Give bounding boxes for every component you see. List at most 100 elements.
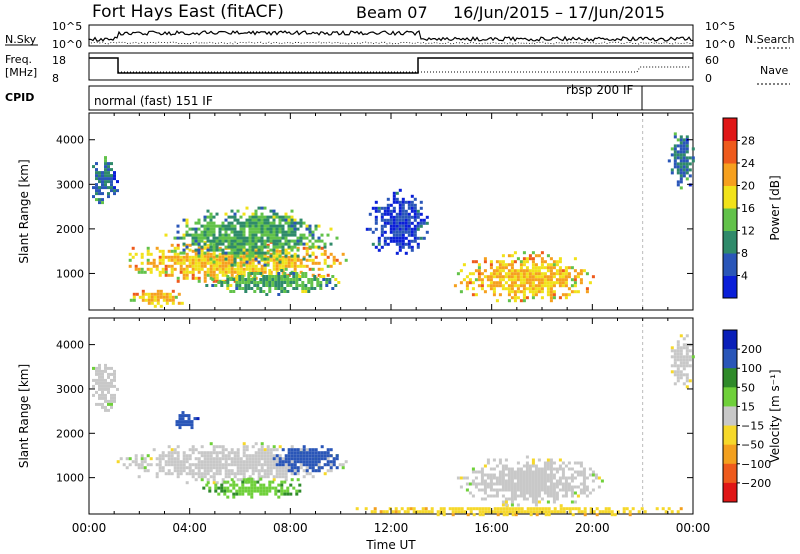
power-cell bbox=[471, 293, 475, 297]
power-cell bbox=[383, 224, 387, 228]
velocity-cell bbox=[167, 472, 171, 476]
power-cell bbox=[310, 284, 314, 287]
velocity-cell bbox=[170, 454, 174, 458]
power-cell bbox=[513, 290, 517, 294]
power-cell bbox=[682, 159, 686, 163]
velocity-cell bbox=[302, 451, 306, 455]
power-cell bbox=[573, 269, 577, 273]
power-cell bbox=[272, 267, 276, 271]
power-cell bbox=[263, 221, 267, 225]
velocity-cell bbox=[101, 381, 104, 385]
power-cell bbox=[334, 278, 338, 281]
power-cell bbox=[272, 236, 276, 240]
velocity-cell bbox=[98, 393, 101, 397]
power-cell bbox=[268, 290, 272, 293]
velocity-cell bbox=[236, 469, 240, 473]
power-cell bbox=[670, 168, 674, 172]
power-cell bbox=[164, 255, 168, 259]
power-cell bbox=[107, 192, 110, 196]
velocity-cell bbox=[323, 454, 327, 458]
power-cell bbox=[540, 275, 544, 279]
velocity-cell bbox=[597, 476, 601, 480]
velocity-cell bbox=[471, 479, 475, 483]
power-cell bbox=[284, 215, 288, 219]
velocity-cell bbox=[104, 378, 107, 382]
power-cell bbox=[248, 236, 252, 240]
velocity-cell bbox=[173, 460, 177, 464]
velocity-cell bbox=[176, 451, 180, 455]
velocity-cell bbox=[104, 396, 107, 400]
velocity-cell bbox=[682, 361, 686, 365]
velocity-cell bbox=[582, 488, 586, 492]
velocity-cell bbox=[561, 488, 565, 492]
velocity-cell bbox=[176, 469, 180, 473]
power-cell bbox=[688, 162, 692, 166]
velocity-cell bbox=[583, 513, 587, 517]
power-cell bbox=[531, 287, 535, 291]
velocity-cell bbox=[543, 464, 547, 468]
power-cell bbox=[209, 257, 213, 261]
power-cell bbox=[329, 242, 333, 246]
power-cell bbox=[310, 278, 314, 281]
power-cell bbox=[425, 221, 429, 225]
power-cell bbox=[141, 292, 145, 296]
power-cell bbox=[159, 289, 163, 293]
power-cell bbox=[218, 261, 222, 265]
power-cell bbox=[284, 261, 288, 265]
velocity-cell bbox=[260, 442, 264, 446]
power-cell bbox=[257, 224, 261, 228]
power-cell bbox=[555, 263, 559, 267]
velocity-cell bbox=[110, 366, 113, 370]
power-cell bbox=[218, 246, 222, 250]
velocity-cell bbox=[214, 483, 218, 487]
power-cell bbox=[253, 272, 257, 275]
power-cell bbox=[254, 209, 258, 213]
velocity-cell bbox=[541, 507, 545, 511]
power-cell bbox=[215, 239, 219, 243]
power-cell bbox=[558, 296, 562, 300]
velocity-cell bbox=[302, 448, 306, 452]
power-cell bbox=[498, 278, 502, 282]
power-cell bbox=[158, 258, 162, 262]
power-cell bbox=[293, 264, 297, 268]
velocity-cell bbox=[471, 494, 475, 498]
velocity-cell bbox=[676, 358, 680, 362]
power-cell bbox=[287, 233, 291, 237]
power-cell bbox=[227, 261, 231, 265]
velocity-cell bbox=[272, 457, 276, 461]
velocity-cell bbox=[486, 458, 490, 462]
power-cell bbox=[311, 233, 315, 237]
power-cell bbox=[266, 224, 270, 228]
power-cell bbox=[549, 269, 553, 273]
velocity-cell bbox=[181, 420, 185, 424]
velocity-cell bbox=[486, 494, 490, 498]
power-cell bbox=[335, 258, 339, 262]
power-cell bbox=[525, 272, 529, 276]
velocity-cell bbox=[513, 473, 517, 477]
power-cell bbox=[522, 287, 526, 291]
power-cell bbox=[101, 201, 104, 205]
velocity-cell bbox=[227, 469, 231, 473]
velocity-cell bbox=[412, 510, 416, 514]
power-cell bbox=[534, 254, 538, 258]
velocity-cell bbox=[538, 510, 542, 514]
velocity-echo-region bbox=[355, 504, 683, 517]
power-cell bbox=[144, 298, 148, 302]
power-cell bbox=[95, 162, 98, 166]
power-cell bbox=[197, 279, 201, 283]
velocity-cell bbox=[308, 466, 312, 470]
velocity-cell bbox=[281, 475, 285, 479]
velocity-cell bbox=[579, 488, 583, 492]
power-cell bbox=[168, 298, 172, 302]
power-cell bbox=[254, 251, 258, 255]
velocity-cell bbox=[579, 473, 583, 477]
power-cell bbox=[395, 224, 399, 228]
velocity-cell bbox=[501, 503, 505, 507]
power-cell bbox=[262, 284, 266, 287]
power-cell bbox=[317, 261, 321, 265]
power-cell bbox=[233, 257, 237, 261]
velocity-cell bbox=[164, 454, 168, 458]
velocity-cell bbox=[232, 492, 236, 496]
velocity-cell bbox=[251, 472, 255, 476]
velocity-cell bbox=[537, 488, 541, 492]
